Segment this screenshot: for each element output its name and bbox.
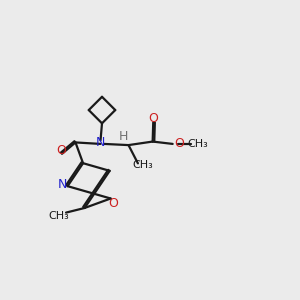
Text: CH₃: CH₃: [133, 160, 154, 170]
Text: CH₃: CH₃: [187, 139, 208, 149]
Text: O: O: [56, 144, 66, 157]
Text: O: O: [148, 112, 158, 125]
Text: O: O: [175, 137, 184, 150]
Text: CH₃: CH₃: [48, 211, 69, 221]
Text: N: N: [58, 178, 67, 191]
Text: N: N: [96, 136, 105, 149]
Text: O: O: [108, 197, 118, 210]
Text: H: H: [119, 130, 128, 143]
